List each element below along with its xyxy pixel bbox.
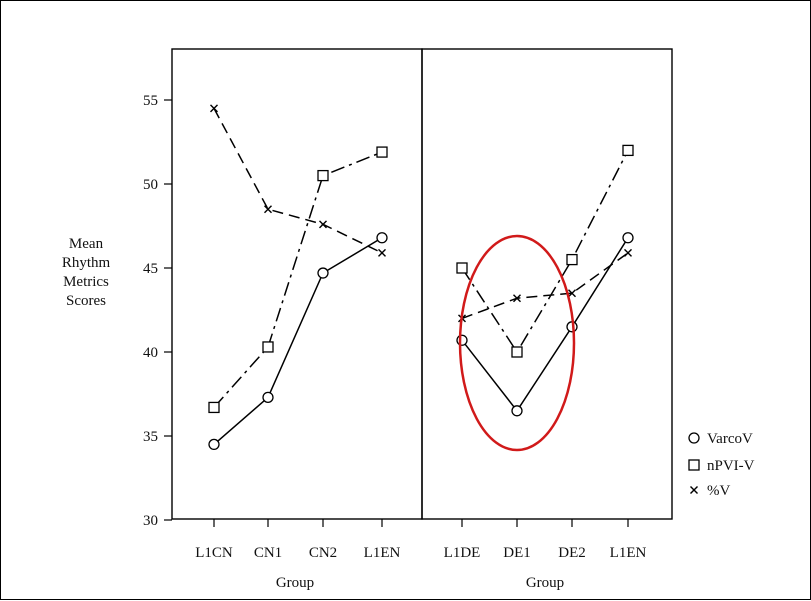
series-line-p2-circle [461,237,629,413]
data-point-p2-x-DE1 [513,294,521,303]
data-point-p2-x-DE2-stroke-b [568,289,576,298]
data-point-p2-x-DE2 [568,289,576,298]
highlight-ellipse [458,234,576,452]
data-point-p1-square-L1CN [208,401,220,414]
series-line-p1-square [213,151,383,408]
legend-marker-x [690,486,698,494]
y-tick-label-30: 30 [143,513,158,529]
x-axis-title-panel-2: Group [526,575,564,591]
legend-marker-square [688,459,700,471]
data-point-p2-square-DE1 [511,346,523,358]
data-point-p2-circle-L1EN [622,232,634,244]
x-tick-label-p1-L1EN: L1EN [364,545,401,561]
data-point-p2-square-L1EN [622,144,634,157]
data-point-p2-x-DE1-stroke-b [513,294,521,303]
y-tick-label-40: 40 [143,345,158,361]
data-point-p1-x-L1EN-stroke-b [378,248,386,257]
data-point-p1-x-CN1-stroke-b [264,205,272,214]
data-point-p2-circle-L1DE [456,334,468,346]
legend-label-circle: VarcoV [707,431,753,447]
legend-label-x: %V [707,483,730,499]
data-point-p2-circle-DE1 [511,405,523,417]
data-point-p1-x-L1CN-stroke-b [210,104,218,113]
panel-2-border [421,48,673,520]
data-point-p1-circle-L1EN [376,232,388,244]
x-tick-label-p2-L1EN: L1EN [610,545,647,561]
y-axis-title-line-4: Scores [66,293,106,309]
series-line-p2-square [461,150,629,354]
y-tick-label-55: 55 [143,93,158,109]
data-point-p2-square-DE2 [566,253,578,266]
legend-marker-x-stroke-b [690,486,698,494]
x-axis-title-panel-1: Group [276,575,314,591]
legend-marker-circle [688,432,700,444]
panel-1-border [171,48,423,520]
data-point-p1-square-CN1 [262,341,274,353]
x-tick-label-p1-CN2: CN2 [309,545,337,561]
y-axis-title-line-3: Metrics [63,274,109,290]
y-axis-title-line-2: Rhythm [62,255,111,271]
x-tick-label-p2-L1DE: L1DE [444,545,481,561]
legend-label-square: nPVI-V [707,458,755,474]
series-line-p2-x [461,252,629,320]
y-tick-label-50: 50 [143,177,158,193]
y-tick-label-45: 45 [143,261,158,277]
data-point-p2-x-L1EN [624,248,632,257]
data-point-p1-x-L1CN [210,104,218,113]
data-point-p1-x-L1EN [378,248,386,257]
data-point-p1-square-L1EN [376,146,388,158]
data-point-p2-square-L1DE [456,262,468,274]
x-tick-label-p1-CN1: CN1 [254,545,282,561]
series-line-p1-x [213,108,383,254]
data-point-p1-x-CN2 [319,220,327,229]
data-point-p1-square-CN2 [317,169,329,182]
y-axis-title-line-1: Mean [69,236,104,252]
data-point-p1-circle-CN2 [317,267,329,279]
x-tick-label-p2-DE1: DE1 [503,545,531,561]
data-point-p2-x-L1EN-stroke-b [624,248,632,257]
data-point-p1-circle-L1CN [208,438,220,451]
series-line-p1-circle [213,237,383,445]
data-point-p1-circle-CN1 [262,391,274,404]
y-tick-label-35: 35 [143,429,158,445]
data-point-p1-x-CN1 [264,205,272,214]
x-tick-label-p2-DE2: DE2 [558,545,586,561]
data-point-p1-x-CN2-stroke-b [319,220,327,229]
x-tick-label-p1-L1CN: L1CN [195,545,233,561]
